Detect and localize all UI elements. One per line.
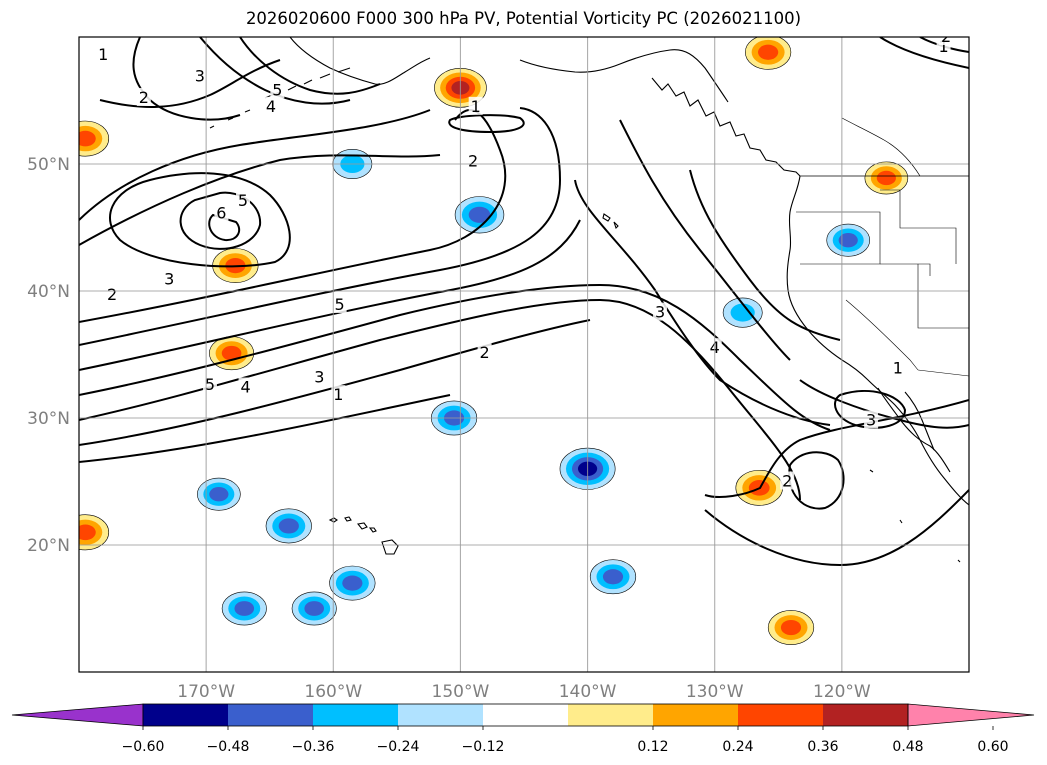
contour-label: 2 [782,472,792,491]
contour-label-bg [270,80,285,99]
contour-label-bg [780,471,795,490]
contour-label-bg [653,302,668,321]
longitude-label: 150°W [432,682,490,702]
negative-pv-anomaly [209,487,229,502]
contour-label-bg [312,367,327,386]
colorbar-segment [738,704,823,726]
positive-pv-anomaly [780,619,802,636]
contour-label-bg [236,190,251,209]
contour-label-bg [136,87,151,106]
colorbar-tick-label: 0.60 [977,739,1008,755]
colorbar-tick-label: −0.48 [207,739,250,755]
negative-pv-anomaly [342,575,363,591]
graticule [79,37,969,672]
contour-label-bg [477,343,492,362]
longitude-label: 170°W [177,682,235,702]
colorbar-segment [228,704,313,726]
contour-label: 1 [938,37,948,56]
contour-label: 2 [479,343,489,362]
colorbar-segment [653,704,738,726]
contour-label: 3 [655,303,665,322]
contour-label: 1 [893,358,903,377]
contour-label-bg [864,410,879,429]
contour-label: 3 [195,66,205,85]
contour-label-bg [105,284,120,303]
contour-label: 2 [139,88,149,107]
negative-pv-anomaly [304,601,325,616]
negative-pv-anomaly [602,569,624,585]
contour-label: 1 [98,45,108,64]
pv-anomaly-shading [79,37,909,645]
colorbar-segment [483,704,568,726]
colorbar: −0.60 −0.48 −0.36 −0.24 −0.12 0.12 0.24 0.36 0.4… [11,703,1035,755]
contour-label-bg [214,203,229,222]
contour-label-bg [890,358,905,377]
contour-label: 5 [335,295,345,314]
contour-label-bg [238,377,253,396]
map-title: 2026020600 F000 300 hPa PV, Potential Vo… [245,9,802,28]
colorbar-extend-high [907,703,1035,727]
negative-pv-anomaly [468,206,491,223]
colorbar-segment [143,704,228,726]
contour-label-bg [939,37,954,45]
negative-pv-anomaly [278,518,299,534]
contour-label: 5 [205,375,215,394]
colorbar-tick-label: 0.12 [637,739,668,755]
map-frame [78,36,970,673]
positive-pv-anomaly [79,130,96,147]
colorbar-tick-label: −0.60 [122,739,165,755]
contour-label: 5 [272,80,282,99]
contour-label: 6 [216,204,226,223]
contour-label-bg [263,96,278,115]
longitude-label: 120°W [813,682,871,702]
contour-label-bg [96,44,111,63]
contour-label-bg [192,66,207,85]
negative-pv-anomaly [838,233,858,248]
contour-label-bg [331,385,346,404]
colorbar-tick-label: −0.24 [377,739,420,755]
colorbar-segment [313,704,398,726]
latitude-label: 50°N [27,155,70,175]
colorbar-tick-label: 0.24 [722,739,753,755]
longitude-label: 160°W [304,682,362,702]
colorbar-segment [823,704,908,726]
latitude-labels: 50°N 40°N 30°N 20°N [27,155,70,556]
positive-pv-anomaly [758,44,779,60]
contour-label: 3 [866,411,876,430]
contour-label: 2 [941,27,951,46]
negative-pv-anomaly [234,601,255,616]
contour-label-bg [332,294,347,313]
longitude-labels: 170°W 160°W 150°W 140°W 130°W 120°W [177,682,871,702]
negative-pv-anomaly [730,303,755,322]
colorbar-extend-low [11,703,144,727]
longitude-label: 140°W [559,682,617,702]
colorbar-tick-label: 0.48 [892,739,923,755]
contour-label: 3 [314,367,324,386]
longitude-label: 130°W [686,682,744,702]
contour-label: 3 [164,270,174,289]
contour-label: 4 [266,97,276,116]
contour-label: 5 [238,191,248,210]
contour-label: 1 [471,97,481,116]
contour-label-bg [468,96,483,115]
colorbar-tick-label: −0.12 [462,739,505,755]
latitude-label: 40°N [27,282,70,302]
contour-label-bg [466,151,481,170]
coastlines [209,37,969,563]
positive-pv-anomaly [79,524,96,541]
colorbar-segment [568,704,653,726]
colorbar-tick-label: 0.36 [807,739,838,755]
contour-label: 2 [107,285,117,304]
colorbar-segment [398,704,483,726]
contour-label-bg [162,269,177,288]
positive-pv-anomaly [876,170,896,186]
contour-label: 4 [240,378,250,397]
latitude-label: 30°N [27,409,70,429]
contour-label: 2 [468,151,478,170]
positive-pv-anomaly [221,345,242,361]
colorbar-tick-label: −0.36 [292,739,335,755]
latitude-label: 20°N [27,536,70,556]
contour-label: 1 [333,385,343,404]
